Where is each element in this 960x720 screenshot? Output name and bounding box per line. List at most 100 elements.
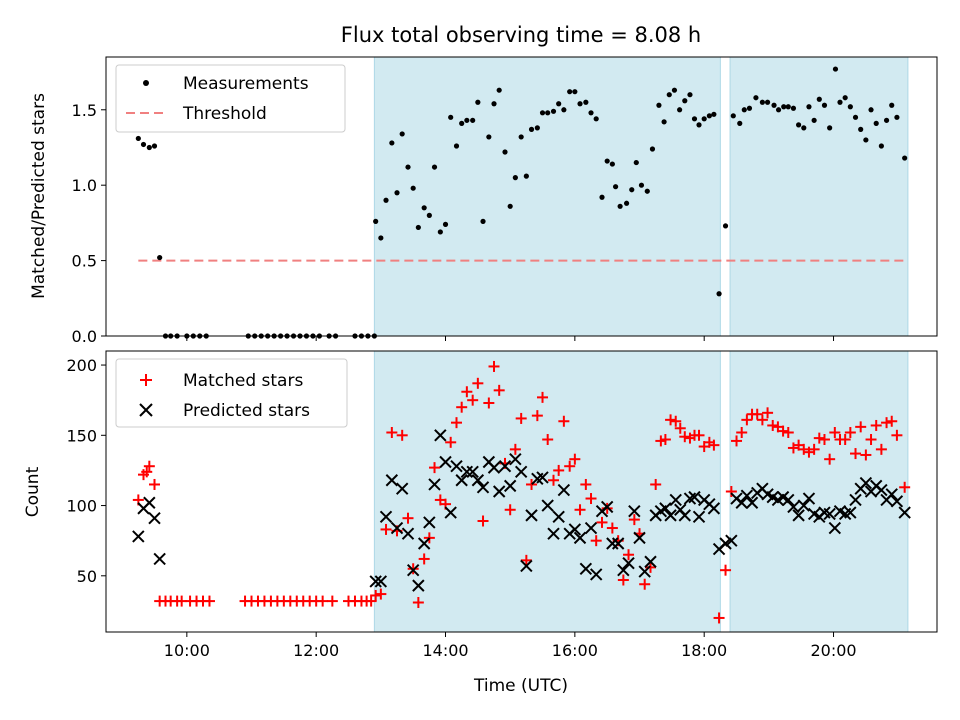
measurements-point [832, 66, 839, 72]
measurements-point [421, 205, 427, 211]
predicted-stars-point [476, 481, 490, 494]
measurements-point [687, 92, 693, 98]
y-tick-label: 150 [66, 426, 97, 445]
predicted-stars-point [369, 575, 382, 588]
predicted-stars-point [417, 537, 431, 550]
measurements-point [470, 117, 476, 123]
predicted-stars-point [617, 563, 630, 577]
measurements-point [633, 159, 639, 166]
predicted-stars-point [498, 460, 512, 473]
predicted-stars-point [401, 527, 415, 540]
predicted-stars-point [520, 559, 533, 573]
matched-stars-point [149, 478, 161, 490]
matched-stars-point [736, 426, 748, 438]
predicted-stars-point [664, 509, 677, 522]
predicted-stars-point [428, 478, 441, 491]
predicted-stars-point [132, 530, 145, 543]
measurements-point [883, 117, 890, 123]
matched-stars-point [141, 466, 153, 478]
predicted-stars-point [611, 537, 625, 550]
predicted-stars-point [898, 506, 911, 519]
measurements-point [604, 158, 610, 164]
measurements-point [612, 184, 619, 190]
matched-stars-point [564, 460, 576, 472]
x-axis-label: Time (UTC) [473, 676, 568, 696]
measurements-point [706, 113, 712, 119]
predicted-stars-point [423, 516, 436, 529]
matched-stars-point [713, 612, 725, 624]
predicted-stars-point [787, 500, 800, 514]
measurements-point [759, 99, 765, 105]
x-tick-label: 16:00 [552, 641, 598, 660]
measurements-point [512, 175, 518, 181]
matched-stars-point [659, 434, 671, 446]
matched-stars-point [824, 453, 836, 465]
predicted-stars-point [390, 521, 404, 535]
matched-stars-point [777, 425, 789, 437]
matched-stars-point [472, 377, 484, 389]
measurements-point [491, 101, 497, 107]
predicted-stars-point [148, 511, 161, 525]
measurements-point [671, 87, 678, 93]
predicted-stars-point [600, 500, 614, 514]
predicted-stars-point [412, 579, 425, 592]
matched-stars-point [483, 397, 495, 409]
measurements-point [545, 110, 551, 116]
predicted-stars-point [460, 465, 474, 479]
predicted-stars-point [885, 488, 898, 501]
bottom-axis-frame [105, 350, 938, 633]
matched-stars-point [380, 523, 392, 535]
matched-stars-point [829, 426, 841, 438]
measurements-point [722, 223, 729, 229]
matched-stars-point [679, 431, 691, 443]
predicted-stars-point [395, 482, 409, 495]
measurements-point [771, 102, 777, 108]
predicted-stars-point [782, 493, 795, 507]
measurements-point [889, 102, 895, 108]
measurements-point [775, 107, 782, 113]
measurements-point [894, 114, 900, 120]
matched-stars-point [520, 554, 532, 566]
measurements-point [741, 107, 747, 113]
bottom-legend-frame [115, 358, 348, 428]
measurements-point [666, 92, 672, 98]
matched-stars-point [467, 394, 479, 406]
measurements-point [878, 143, 884, 149]
predicted-stars-point [622, 556, 635, 570]
predicted-stars-point [153, 552, 166, 566]
top-legend: Measurements Threshold [115, 64, 346, 133]
matched-stars-point [693, 429, 705, 441]
measurements-point [711, 111, 717, 117]
matched-stars-point [665, 414, 677, 426]
predicted-stars-point [638, 565, 651, 578]
matched-stars-point [875, 443, 887, 455]
matched-stars-point [375, 588, 387, 600]
measurements-point [593, 116, 599, 122]
predicted-stars-point [568, 523, 582, 536]
matched-stars-point [412, 596, 424, 608]
predicted-stars-point [692, 510, 706, 523]
measurements-point [623, 200, 630, 206]
matched-stars-point [429, 462, 441, 474]
measurements-point [442, 221, 449, 227]
predicted-stars-point [797, 499, 810, 512]
predicted-stars-point [503, 479, 517, 493]
matched-stars-point [451, 417, 463, 429]
matched-stars-point [899, 481, 911, 493]
measurements-point [373, 218, 379, 224]
measurements-point [496, 87, 502, 93]
measurements-point [847, 104, 853, 110]
matched-stars-point [504, 504, 516, 516]
predicted-stars-point [450, 460, 463, 473]
matched-stars-point [741, 414, 753, 426]
measurements-point [577, 101, 583, 107]
predicted-stars-point [374, 575, 388, 588]
matched-stars-point [596, 516, 608, 528]
measurements-point [507, 203, 513, 209]
predicted-stars-point [492, 485, 506, 498]
y-tick-label: 0.5 [72, 252, 97, 271]
legend-marker-measurements [143, 80, 149, 86]
matched-stars-point [844, 426, 856, 438]
measurements-point [431, 164, 438, 170]
predicted-stars-point [584, 521, 598, 535]
